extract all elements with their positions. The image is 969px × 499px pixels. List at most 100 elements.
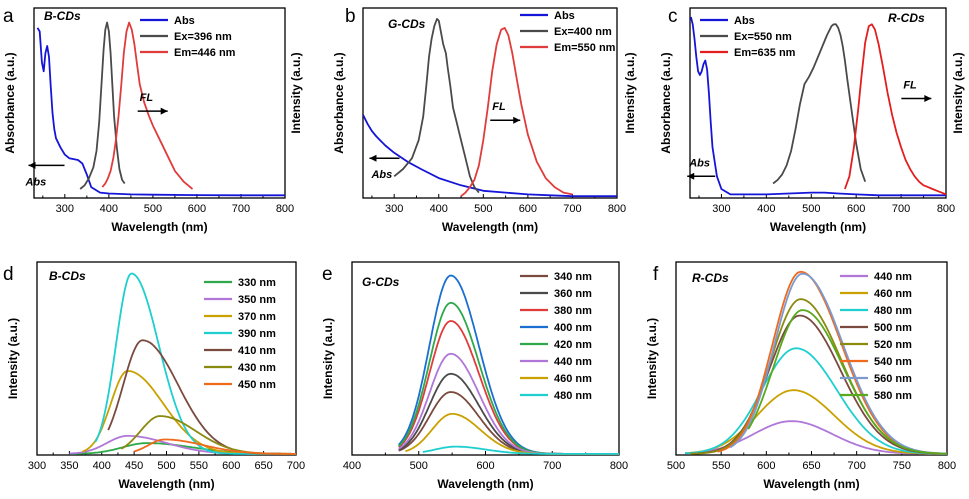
annotation-fl-a: FL [140, 92, 154, 104]
series-line-f-580-nm [747, 309, 947, 455]
x-tick-label-c: 600 [847, 203, 865, 215]
x-tick-label-a: 600 [188, 203, 206, 215]
x-tick-label-e: 800 [610, 460, 628, 472]
legend-label: 390 nm [238, 328, 276, 340]
legend-label: 400 nm [554, 322, 592, 334]
y2-axis-title-c: Intensity (a.u.) [951, 52, 965, 133]
y-axis-title-d: Intensity (a.u.) [6, 318, 20, 399]
x-tick-label-d: 400 [93, 460, 111, 472]
annotation-abs-b: Abs [370, 169, 392, 181]
legend-label: Abs [734, 15, 755, 27]
x-tick-label-c: 300 [712, 203, 730, 215]
series-group-b [363, 18, 617, 198]
x-tick-label-a: 500 [144, 203, 162, 215]
x-tick-label-d: 500 [157, 460, 175, 472]
x-tick-label-f: 550 [712, 460, 730, 472]
series-line-f-560-nm [729, 272, 947, 455]
x-tick-label-b: 300 [385, 203, 403, 215]
series-group-c [690, 16, 946, 197]
legend-label: Abs [554, 10, 575, 22]
series-group-e [398, 274, 619, 455]
x-tick-label-a: 800 [276, 203, 294, 215]
x-tick-label-d: 650 [254, 460, 272, 472]
x-tick-label-c: 500 [802, 203, 820, 215]
x-tick-label-e: 400 [343, 460, 361, 472]
legend-label: 410 nm [238, 345, 276, 357]
panel-c: 300 400 500 600 700 800 Wavelength (nm) Absorba… [659, 6, 965, 234]
x-tick-label-f: 750 [893, 460, 911, 472]
x-axis-title-e: Wavelength (nm) [437, 477, 533, 491]
series-group-d [69, 272, 296, 455]
y2-axis-title-b: Intensity (a.u.) [623, 52, 637, 133]
sample-label-d: B-CDs [49, 269, 86, 283]
panel-letter-a: a [3, 6, 14, 27]
legend-label: Ex=400 nm [554, 26, 612, 38]
series-line-a-ex-396-nm [79, 21, 126, 190]
sample-label-c: R-CDs [888, 11, 925, 25]
x-tick-label-f: 650 [802, 460, 820, 472]
series-line-a-em-446-nm [101, 21, 194, 190]
series-line-d-450-nm [133, 438, 296, 455]
plot-frame-a [33, 7, 286, 199]
legend-label: 330 nm [238, 277, 276, 289]
x-tick-label-b: 500 [474, 203, 492, 215]
abs-arrow-b-head [369, 154, 377, 162]
annotation-fl-c: FL [903, 79, 917, 91]
series-line-b-ex-400-nm [393, 18, 480, 194]
legend-label: 580 nm [874, 390, 912, 402]
legend-label: 430 nm [238, 362, 276, 374]
x-tick-label-e: 600 [476, 460, 494, 472]
x-axis-title-c: Wavelength (nm) [770, 220, 866, 234]
x-axis-title-f: Wavelength (nm) [763, 477, 859, 491]
series-line-a-abs [36, 27, 285, 197]
x-tick-label-b: 700 [563, 203, 581, 215]
legend-label: 360 nm [554, 288, 592, 300]
legend-label: Ex=396 nm [174, 31, 232, 43]
x-tick-label-b: 600 [519, 203, 537, 215]
legend-label: 420 nm [554, 339, 592, 351]
legend-label: 480 nm [874, 305, 912, 317]
legend-label: 540 nm [874, 356, 912, 368]
panel-letter-e: e [322, 264, 333, 285]
x-axis-title-d: Wavelength (nm) [118, 477, 214, 491]
legend-e: 340 nm 360 nm 380 nm 400 nm 420 nm 440 nm 460 … [520, 271, 592, 402]
panel-letter-b: b [345, 6, 356, 27]
panel-letter-f: f [653, 264, 659, 285]
legend-label: Em=550 nm [554, 42, 616, 54]
x-tick-label-f: 700 [847, 460, 865, 472]
plot-frame-d [36, 261, 297, 456]
series-line-e-480-nm [422, 445, 619, 455]
x-tick-label-d: 550 [190, 460, 208, 472]
series-line-f-480-nm [684, 347, 947, 455]
x-tick-label-b: 800 [608, 203, 626, 215]
abs-arrow-a-head [28, 161, 36, 169]
x-tick-label-d: 350 [60, 460, 78, 472]
x-tick-label-f: 500 [667, 460, 685, 472]
x-tick-label-f: 600 [757, 460, 775, 472]
legend-label: 520 nm [874, 339, 912, 351]
plot-frame-b [362, 7, 618, 199]
panel-a: 300 400 500 600 700 800 Wavelength (nm) Absorba… [3, 6, 303, 234]
legend-label: 340 nm [554, 271, 592, 283]
annotation-fl-b: FL [492, 101, 506, 113]
series-line-c-ex-550-nm [772, 23, 867, 185]
x-axis-title-a: Wavelength (nm) [111, 220, 207, 234]
panel-letter-d: d [3, 264, 14, 285]
sample-label-f: R-CDs [692, 271, 729, 285]
x-tick-label-c: 800 [937, 203, 955, 215]
legend-label: Em=446 nm [174, 47, 236, 59]
x-tick-label-a: 300 [56, 203, 74, 215]
x-tick-label-b: 400 [430, 203, 448, 215]
legend-label: 450 nm [238, 379, 276, 391]
y-axis-title-a: Absorbance (a.u.) [3, 52, 17, 153]
sample-label-b: G-CDs [388, 17, 426, 31]
abs-arrow-c-head [687, 172, 695, 180]
series-line-c-em-635-nm [844, 23, 946, 196]
legend-b: Abs Ex=400 nm Em=550 nm [520, 10, 616, 54]
legend-label: Em=635 nm [734, 47, 796, 59]
legend-label: 380 nm [554, 305, 592, 317]
y-axis-title-c: Absorbance (a.u.) [659, 52, 673, 153]
x-axis-title-b: Wavelength (nm) [442, 220, 538, 234]
